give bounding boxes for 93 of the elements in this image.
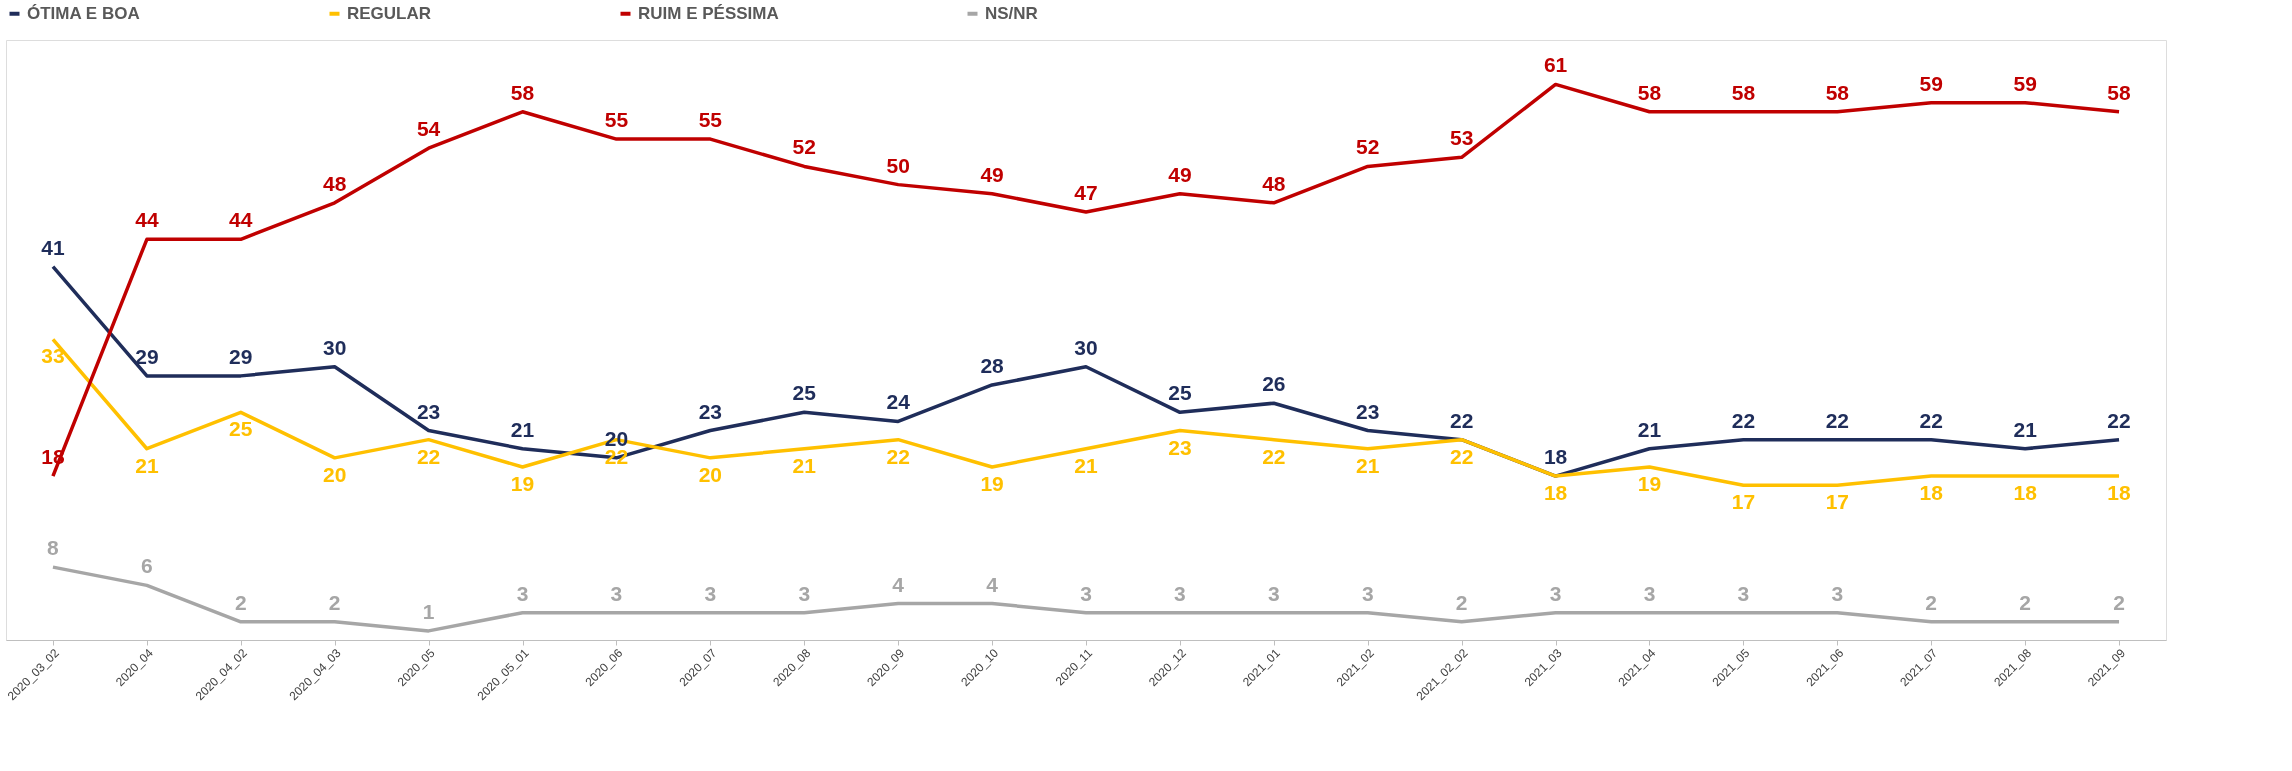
- data-label: 55: [698, 108, 723, 132]
- data-label: 19: [980, 471, 1004, 495]
- data-label: 29: [229, 344, 253, 368]
- data-label: 58: [1731, 80, 1756, 104]
- data-label: 22: [1919, 408, 1943, 432]
- data-label: 23: [698, 399, 723, 423]
- data-label: 22: [1449, 444, 1474, 468]
- data-label: 17: [1825, 490, 1849, 514]
- data-label: 2: [2113, 590, 2125, 614]
- data-label: 22: [2107, 408, 2131, 432]
- data-label: 3: [1080, 581, 1092, 605]
- data-label: 49: [980, 162, 1004, 186]
- data-label: 44: [135, 208, 159, 232]
- legend-label: ÓTIMA E BOA: [27, 3, 140, 23]
- data-label: 23: [1356, 399, 1380, 423]
- data-label: 3: [1831, 581, 1844, 605]
- data-label: 20: [323, 462, 347, 486]
- data-label: 21: [1074, 453, 1098, 477]
- data-label: 25: [229, 417, 253, 441]
- data-label: 18: [1543, 445, 1568, 469]
- data-label: 23: [416, 399, 441, 423]
- data-label: 24: [886, 390, 911, 414]
- data-label: 58: [1637, 80, 1662, 104]
- data-label: 2: [328, 590, 341, 614]
- data-label: 3: [610, 581, 623, 605]
- data-label: 21: [792, 453, 817, 477]
- data-label: 29: [135, 344, 159, 368]
- data-label: 3: [1643, 581, 1656, 605]
- data-label: 21: [2013, 417, 2038, 441]
- data-label: 17: [1731, 490, 1756, 514]
- data-label: 3: [1361, 581, 1374, 605]
- data-label: 22: [886, 444, 910, 468]
- data-label: 58: [1825, 80, 1850, 104]
- data-label: 30: [323, 335, 347, 359]
- legend-label: REGULAR: [347, 3, 432, 23]
- data-label: 53: [1449, 126, 1474, 150]
- data-label: 4: [986, 572, 999, 596]
- data-label: 8: [47, 536, 60, 560]
- data-label: 30: [1074, 335, 1098, 359]
- data-label: 25: [792, 381, 817, 405]
- data-label: 47: [1074, 180, 1098, 204]
- data-label: 41: [41, 235, 65, 259]
- data-label: 52: [1356, 135, 1380, 159]
- data-label: 49: [1168, 162, 1192, 186]
- data-label: 18: [1543, 481, 1568, 505]
- data-label: 22: [1731, 408, 1756, 432]
- data-label: 48: [1262, 171, 1286, 195]
- data-label: 22: [1262, 444, 1286, 468]
- legend-label: NS/NR: [985, 3, 1038, 23]
- data-label: 6: [141, 554, 153, 578]
- data-label: 3: [1267, 581, 1280, 605]
- data-label: 4: [892, 572, 905, 596]
- data-label: 58: [2107, 80, 2132, 104]
- data-label: 2: [234, 590, 247, 614]
- data-label: 19: [1637, 471, 1662, 495]
- data-label: 3: [1549, 581, 1562, 605]
- data-label: 3: [1174, 581, 1186, 605]
- data-label: 50: [886, 153, 910, 177]
- data-label: 18: [2107, 481, 2132, 505]
- data-label: 2: [1455, 590, 1468, 614]
- data-label: 3: [798, 581, 811, 605]
- data-label: 23: [1168, 435, 1192, 459]
- data-label: 58: [510, 80, 535, 104]
- data-label: 20: [698, 462, 723, 486]
- data-label: 2: [1925, 590, 1938, 614]
- data-label: 3: [1737, 581, 1750, 605]
- legend-label: RUIM E PÉSSIMA: [638, 3, 779, 23]
- data-label: 61: [1543, 53, 1568, 77]
- data-label: 21: [1356, 453, 1380, 477]
- data-label: 21: [510, 417, 535, 441]
- data-label: 44: [229, 208, 253, 232]
- data-label: 22: [416, 444, 441, 468]
- data-label: 3: [704, 581, 717, 605]
- data-label: 21: [1637, 417, 1662, 441]
- data-label: 54: [416, 117, 441, 141]
- data-label: 55: [604, 108, 629, 132]
- data-label: 28: [980, 353, 1005, 377]
- data-label: 26: [1262, 372, 1286, 396]
- data-label: 52: [792, 135, 816, 159]
- data-label: 25: [1168, 381, 1192, 405]
- data-label: 1: [422, 599, 435, 623]
- data-label: 48: [323, 171, 347, 195]
- data-label: 18: [2013, 481, 2038, 505]
- data-label: 33: [41, 344, 65, 368]
- data-label: 18: [1919, 481, 1944, 505]
- data-label: 3: [516, 581, 529, 605]
- data-label: 19: [510, 471, 535, 495]
- data-label: 21: [135, 453, 159, 477]
- data-label: 59: [1919, 71, 1943, 95]
- data-label: 2: [2019, 590, 2031, 614]
- data-label: 22: [1825, 408, 1849, 432]
- data-label: 22: [1449, 408, 1474, 432]
- data-label: 59: [2013, 71, 2037, 95]
